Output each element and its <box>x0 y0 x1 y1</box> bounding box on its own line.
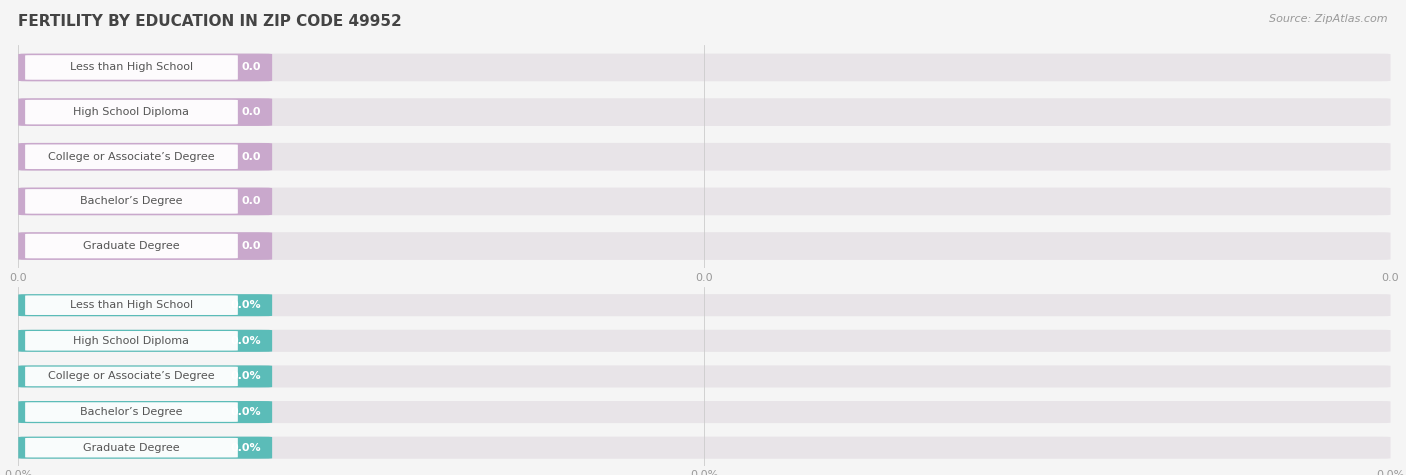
Text: 0.0%: 0.0% <box>231 336 262 346</box>
Text: 0.0: 0.0 <box>242 241 262 251</box>
FancyBboxPatch shape <box>25 144 238 169</box>
FancyBboxPatch shape <box>18 437 1391 459</box>
FancyBboxPatch shape <box>18 188 1391 215</box>
Text: 0.0: 0.0 <box>242 196 262 207</box>
FancyBboxPatch shape <box>18 330 1391 352</box>
Text: 0.0%: 0.0% <box>231 407 262 417</box>
FancyBboxPatch shape <box>18 54 1391 81</box>
FancyBboxPatch shape <box>25 295 238 315</box>
FancyBboxPatch shape <box>18 365 273 388</box>
Text: High School Diploma: High School Diploma <box>73 336 190 346</box>
FancyBboxPatch shape <box>18 143 273 171</box>
FancyBboxPatch shape <box>18 232 273 260</box>
Text: 0.0%: 0.0% <box>231 300 262 310</box>
Text: 0.0%: 0.0% <box>231 443 262 453</box>
FancyBboxPatch shape <box>25 367 238 386</box>
FancyBboxPatch shape <box>18 401 1391 423</box>
FancyBboxPatch shape <box>18 294 273 316</box>
FancyBboxPatch shape <box>25 438 238 457</box>
FancyBboxPatch shape <box>18 143 1391 171</box>
FancyBboxPatch shape <box>18 232 1391 260</box>
FancyBboxPatch shape <box>18 188 273 215</box>
FancyBboxPatch shape <box>18 365 1391 388</box>
Text: FERTILITY BY EDUCATION IN ZIP CODE 49952: FERTILITY BY EDUCATION IN ZIP CODE 49952 <box>18 14 402 29</box>
Text: 0.0: 0.0 <box>242 62 262 73</box>
Text: Bachelor’s Degree: Bachelor’s Degree <box>80 407 183 417</box>
FancyBboxPatch shape <box>18 437 273 459</box>
FancyBboxPatch shape <box>18 98 273 126</box>
Text: 0.0: 0.0 <box>242 152 262 162</box>
FancyBboxPatch shape <box>18 98 1391 126</box>
FancyBboxPatch shape <box>25 402 238 422</box>
Text: Graduate Degree: Graduate Degree <box>83 443 180 453</box>
Text: Source: ZipAtlas.com: Source: ZipAtlas.com <box>1270 14 1388 24</box>
FancyBboxPatch shape <box>18 330 273 352</box>
FancyBboxPatch shape <box>25 331 238 351</box>
FancyBboxPatch shape <box>25 55 238 80</box>
Text: Bachelor’s Degree: Bachelor’s Degree <box>80 196 183 207</box>
Text: College or Associate’s Degree: College or Associate’s Degree <box>48 152 215 162</box>
Text: Less than High School: Less than High School <box>70 300 193 310</box>
Text: High School Diploma: High School Diploma <box>73 107 190 117</box>
Text: 0.0: 0.0 <box>242 107 262 117</box>
FancyBboxPatch shape <box>25 100 238 124</box>
FancyBboxPatch shape <box>18 294 1391 316</box>
FancyBboxPatch shape <box>25 189 238 214</box>
Text: 0.0%: 0.0% <box>231 371 262 381</box>
Text: College or Associate’s Degree: College or Associate’s Degree <box>48 371 215 381</box>
FancyBboxPatch shape <box>18 401 273 423</box>
Text: Less than High School: Less than High School <box>70 62 193 73</box>
FancyBboxPatch shape <box>18 54 273 81</box>
FancyBboxPatch shape <box>25 234 238 258</box>
Text: Graduate Degree: Graduate Degree <box>83 241 180 251</box>
